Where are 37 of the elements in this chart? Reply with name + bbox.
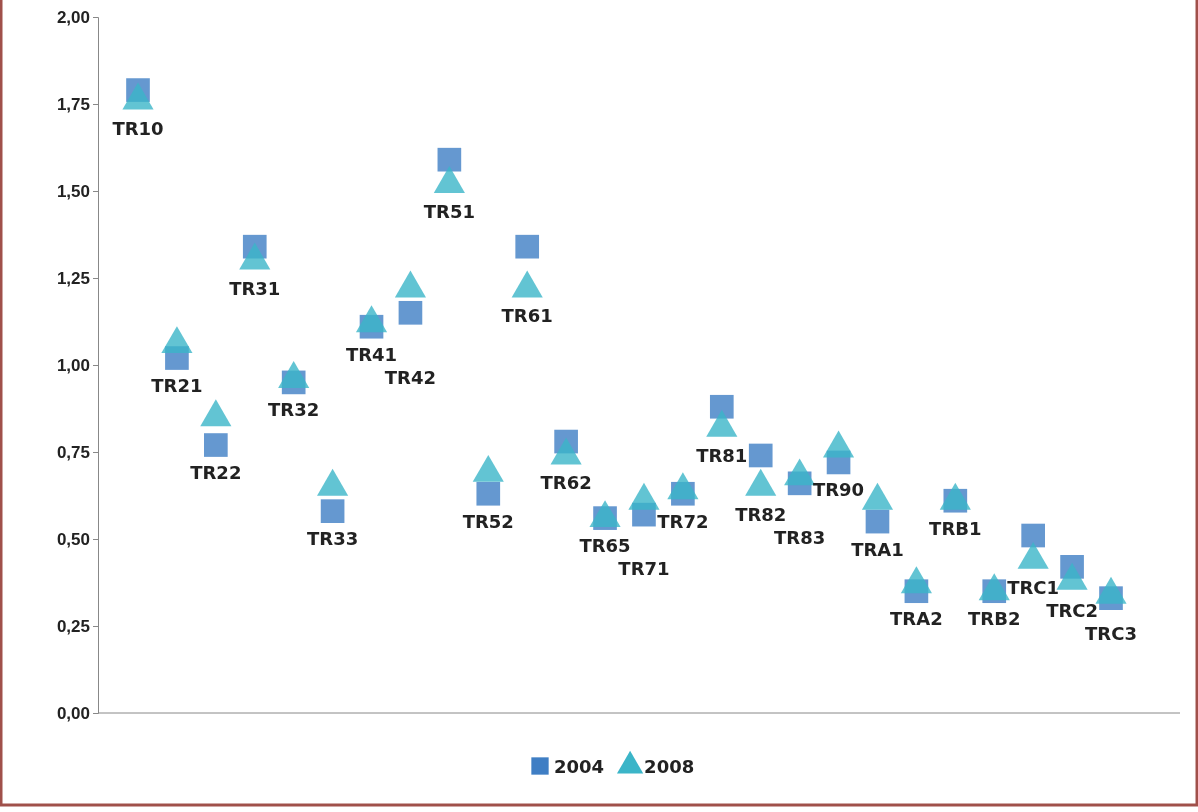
y-tick-label: 0,00 bbox=[56, 703, 90, 723]
x-tick-label: TR32 bbox=[268, 399, 320, 421]
x-tick-label: TRA1 bbox=[851, 538, 904, 560]
x-tick-label: TR10 bbox=[112, 117, 164, 139]
x-tick-label: TR82 bbox=[735, 503, 787, 525]
x-tick-label: TR71 bbox=[618, 558, 670, 580]
x-tick-label: TR42 bbox=[384, 366, 437, 388]
x-tick-label: TR31 bbox=[229, 277, 281, 299]
y-tick-label: 0,75 bbox=[56, 442, 90, 462]
x-tick-label: TR90 bbox=[812, 479, 865, 501]
x-tick-label: TR65 bbox=[579, 535, 631, 557]
x-tick-label: TRC3 bbox=[1085, 622, 1137, 644]
y-tick-label: 0,50 bbox=[56, 529, 90, 549]
x-tick-label: TRB1 bbox=[929, 517, 982, 539]
x-tick-label: TR51 bbox=[423, 201, 475, 223]
x-tick-label: TR22 bbox=[190, 462, 242, 484]
x-tick-label: TRB2 bbox=[968, 608, 1021, 630]
y-tick-label: 2,00 bbox=[56, 7, 90, 27]
x-tick-label: TRA2 bbox=[890, 608, 943, 630]
y-tick-label: 0,25 bbox=[56, 616, 90, 636]
x-tick-label: TR61 bbox=[501, 305, 553, 327]
x-tick-label: TR81 bbox=[696, 444, 748, 466]
y-tick-label: 1,75 bbox=[56, 94, 90, 114]
legend-label: 2004 bbox=[554, 756, 605, 777]
x-tick-label: TR83 bbox=[774, 526, 826, 548]
x-tick-label: TRC2 bbox=[1046, 599, 1099, 621]
x-tick-label: TR21 bbox=[151, 375, 203, 397]
x-tick-label: TRC1 bbox=[1007, 576, 1060, 598]
x-tick-label: TR62 bbox=[540, 472, 592, 494]
x-tick-label: TR33 bbox=[307, 528, 359, 550]
x-tick-label: TR52 bbox=[462, 510, 514, 532]
y-tick-label: 1,00 bbox=[56, 355, 90, 375]
y-tick-label: 1,25 bbox=[56, 268, 90, 288]
x-tick-label: TR41 bbox=[345, 343, 398, 365]
x-tick-label: TR72 bbox=[657, 510, 709, 532]
y-tick-label: 1,50 bbox=[56, 181, 90, 201]
legend-label: 2008 bbox=[644, 756, 695, 777]
